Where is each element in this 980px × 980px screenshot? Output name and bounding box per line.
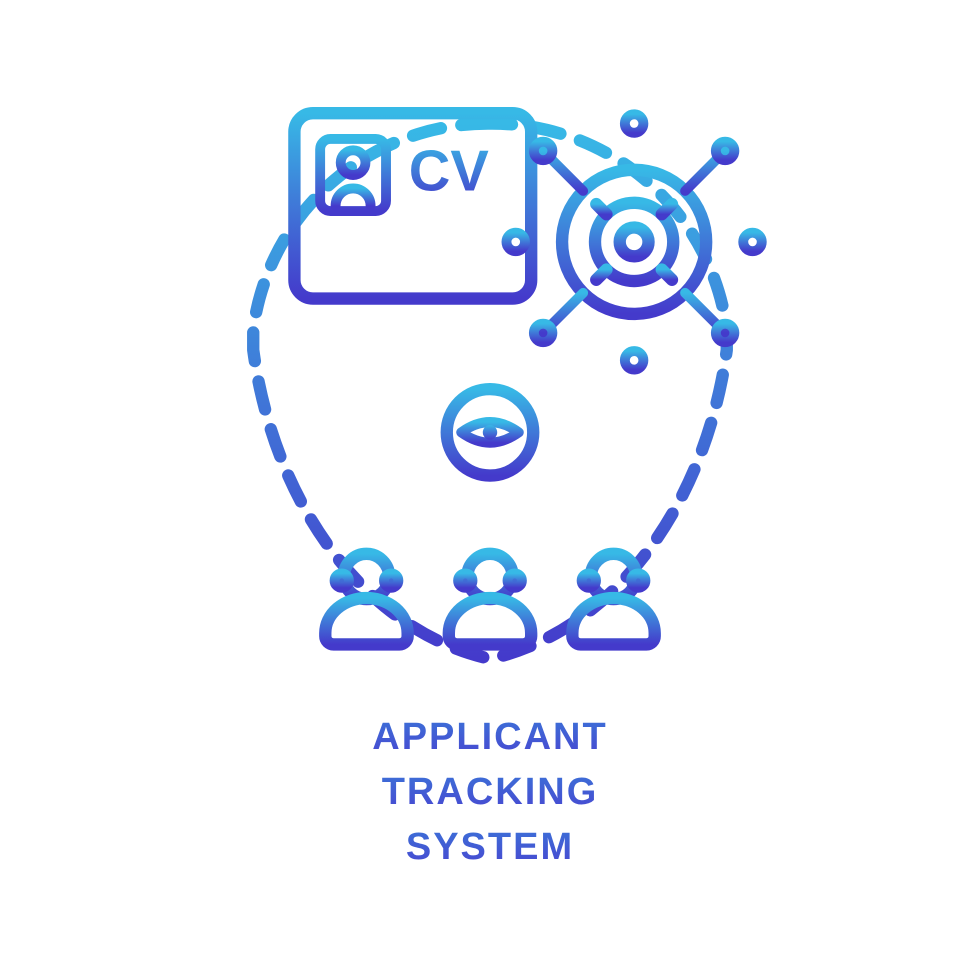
- gear-hub: [620, 228, 649, 257]
- gear-tooth: [596, 270, 606, 280]
- gear-tooth: [596, 204, 606, 214]
- gear-tooth: [662, 204, 672, 214]
- caption-line: APPLICANT: [372, 710, 607, 765]
- cv-label: CV: [409, 139, 490, 203]
- eye-pupil: [483, 425, 497, 439]
- icon-container: CV: [0, 0, 980, 700]
- gear-tooth: [662, 270, 672, 280]
- caption-line: SYSTEM: [372, 820, 607, 875]
- caption-line: TRACKING: [372, 765, 607, 820]
- cv-avatar-body: [336, 188, 371, 206]
- ats-icon: CV: [170, 0, 810, 700]
- person-icon: [449, 554, 531, 645]
- caption: APPLICANTTRACKINGSYSTEM: [372, 710, 607, 875]
